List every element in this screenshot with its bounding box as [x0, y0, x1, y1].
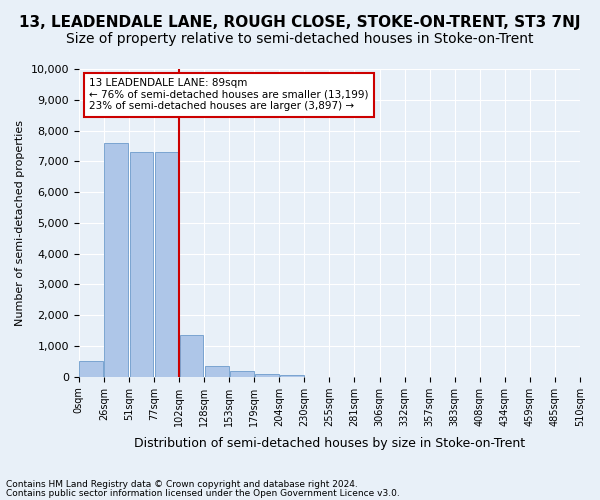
Bar: [179, 335, 203, 376]
X-axis label: Distribution of semi-detached houses by size in Stoke-on-Trent: Distribution of semi-detached houses by …: [134, 437, 525, 450]
Bar: [104, 143, 128, 376]
Text: Contains public sector information licensed under the Open Government Licence v3: Contains public sector information licen…: [6, 488, 400, 498]
Bar: [79, 362, 103, 376]
Bar: [230, 370, 254, 376]
Text: Contains HM Land Registry data © Crown copyright and database right 2024.: Contains HM Land Registry data © Crown c…: [6, 480, 358, 489]
Text: 13 LEADENDALE LANE: 89sqm
← 76% of semi-detached houses are smaller (13,199)
23%: 13 LEADENDALE LANE: 89sqm ← 76% of semi-…: [89, 78, 368, 112]
Text: 13, LEADENDALE LANE, ROUGH CLOSE, STOKE-ON-TRENT, ST3 7NJ: 13, LEADENDALE LANE, ROUGH CLOSE, STOKE-…: [19, 15, 581, 30]
Bar: [255, 374, 278, 376]
Text: Size of property relative to semi-detached houses in Stoke-on-Trent: Size of property relative to semi-detach…: [66, 32, 534, 46]
Bar: [205, 366, 229, 376]
Y-axis label: Number of semi-detached properties: Number of semi-detached properties: [15, 120, 25, 326]
Bar: [280, 375, 304, 376]
Bar: [155, 152, 178, 376]
Bar: [130, 152, 154, 376]
